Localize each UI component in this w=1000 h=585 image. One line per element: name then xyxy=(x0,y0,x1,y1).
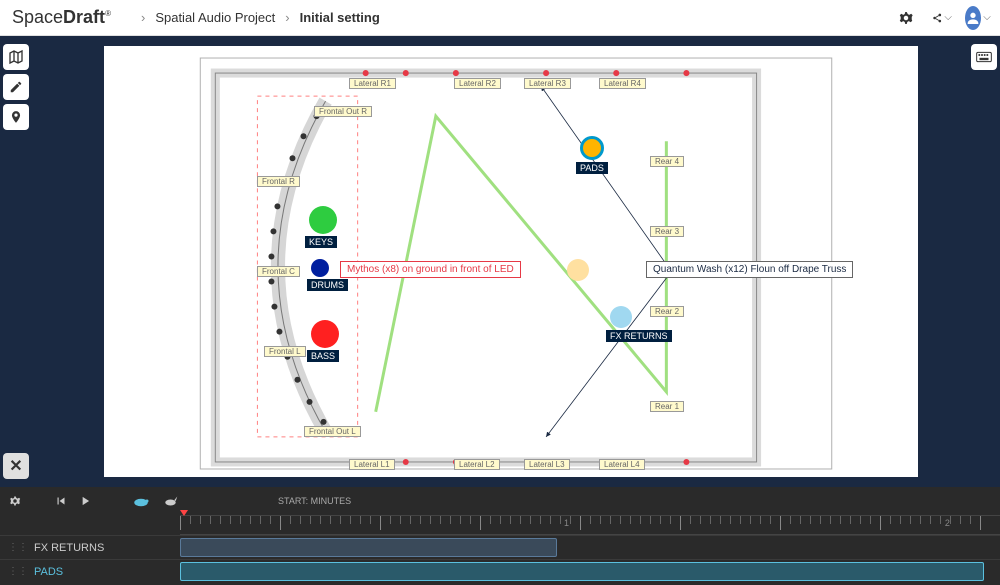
truss-label: Lateral L3 xyxy=(524,459,570,470)
user-avatar[interactable]: ⌵ xyxy=(968,8,988,28)
canvas-viewport[interactable]: Lateral R1 Lateral R2 Lateral R3 Lateral R4… xyxy=(32,36,968,487)
keyboard-icon[interactable] xyxy=(971,44,997,70)
node-label-fxret: FX RETURNS xyxy=(606,330,672,342)
truss-label: Frontal L xyxy=(264,346,306,357)
truss-label: Lateral R4 xyxy=(599,78,646,89)
chevron-right-icon: › xyxy=(141,10,145,25)
node-keys[interactable] xyxy=(309,206,337,234)
truss-label: Frontal C xyxy=(257,266,300,277)
hare-speed-icon[interactable] xyxy=(160,495,178,507)
truss-label: Lateral L2 xyxy=(454,459,500,470)
timeline-track[interactable]: ⋮⋮FX RETURNS xyxy=(0,535,1000,559)
truss-label: Frontal R xyxy=(257,176,300,187)
play-button[interactable] xyxy=(78,494,92,508)
app-logo: SpaceDraft® xyxy=(12,7,111,28)
timeline-track[interactable]: ⋮⋮PADS xyxy=(0,559,1000,583)
share-icon[interactable]: ⌵ xyxy=(932,8,952,28)
truss-label: Rear 1 xyxy=(650,401,684,412)
truss-label: Lateral L1 xyxy=(349,459,395,470)
track-label[interactable]: ⋮⋮FX RETURNS xyxy=(0,542,180,554)
timeline-clip[interactable] xyxy=(180,562,984,581)
timeline-ruler[interactable]: 12 xyxy=(180,515,1000,535)
chevron-down-icon: ⌵ xyxy=(944,12,952,23)
truss-label: Lateral L4 xyxy=(599,459,645,470)
truss-label: Lateral R2 xyxy=(454,78,501,89)
settings-gear-icon[interactable] xyxy=(896,8,916,28)
right-sidebar xyxy=(968,36,1000,487)
node-label-drums: DRUMS xyxy=(307,279,348,291)
timeline-start-label: START: MINUTES xyxy=(278,496,351,506)
tortoise-speed-icon[interactable] xyxy=(132,495,150,507)
node-pads[interactable] xyxy=(580,136,604,160)
truss-label: Lateral R3 xyxy=(524,78,571,89)
node-fxret[interactable] xyxy=(610,306,632,328)
callout-mythos[interactable]: Mythos (x8) on ground in front of LED xyxy=(340,261,521,278)
drag-handle-icon[interactable]: ⋮⋮ xyxy=(8,542,28,553)
node-center[interactable] xyxy=(567,259,589,281)
chevron-right-icon: › xyxy=(285,10,289,25)
node-label-keys: KEYS xyxy=(305,236,337,248)
close-panel-button[interactable]: ✕ xyxy=(3,453,29,479)
timeline-settings-icon[interactable] xyxy=(8,494,22,508)
stage-canvas[interactable]: Lateral R1 Lateral R2 Lateral R3 Lateral R4… xyxy=(104,46,918,477)
node-label-bass: BASS xyxy=(307,350,339,362)
truss-label: Frontal Out L xyxy=(304,426,361,437)
breadcrumb-scene[interactable]: Initial setting xyxy=(300,10,380,25)
header: SpaceDraft® › Spatial Audio Project › In… xyxy=(0,0,1000,36)
callout-quantum[interactable]: Quantum Wash (x12) Floun off Drape Truss xyxy=(646,261,853,278)
node-bass[interactable] xyxy=(311,320,339,348)
breadcrumb: › Spatial Audio Project › Initial settin… xyxy=(131,10,380,25)
map-tool-button[interactable] xyxy=(3,44,29,70)
drag-handle-icon[interactable]: ⋮⋮ xyxy=(8,566,28,577)
track-label[interactable]: ⋮⋮PADS xyxy=(0,566,180,578)
truss-label: Rear 4 xyxy=(650,156,684,167)
node-label-pads: PADS xyxy=(576,162,608,174)
skip-back-button[interactable] xyxy=(54,494,68,508)
pin-tool-button[interactable] xyxy=(3,104,29,130)
truss-label: Lateral R1 xyxy=(349,78,396,89)
main-area: ✕ xyxy=(0,36,1000,487)
playhead-marker[interactable] xyxy=(180,510,188,516)
timeline-controls: START: MINUTES xyxy=(0,487,1000,515)
timeline-panel: START: MINUTES 12 ⋮⋮FX RETURNS ⋮⋮PADS xyxy=(0,487,1000,585)
node-drums[interactable] xyxy=(311,259,329,277)
header-actions: ⌵ ⌵ xyxy=(896,8,988,28)
chevron-down-icon: ⌵ xyxy=(983,12,991,23)
truss-label: Frontal Out R xyxy=(314,106,372,117)
truss-label: Rear 2 xyxy=(650,306,684,317)
left-sidebar: ✕ xyxy=(0,36,32,487)
timeline-clip[interactable] xyxy=(180,538,557,557)
truss-label: Rear 3 xyxy=(650,226,684,237)
edit-tool-button[interactable] xyxy=(3,74,29,100)
breadcrumb-project[interactable]: Spatial Audio Project xyxy=(155,10,275,25)
